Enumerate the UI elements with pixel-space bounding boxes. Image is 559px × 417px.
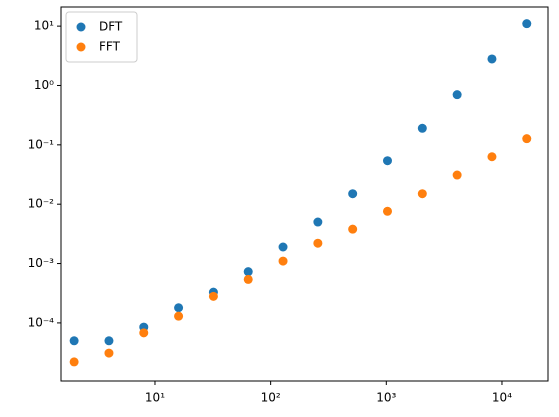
point (69, 357, 79, 367)
legend-marker (76, 42, 86, 52)
y-tick-label: 10⁻³ (28, 256, 55, 270)
point (487, 152, 497, 162)
x-tick-label: 10³ (376, 391, 396, 405)
point (104, 336, 114, 346)
x-tick-label: 10¹ (145, 391, 165, 405)
plot-frame (60, 6, 549, 382)
point (243, 274, 253, 284)
point (313, 238, 323, 248)
y-tick-label: 10⁰ (34, 78, 54, 92)
legend-label: DFT (99, 20, 123, 34)
point (382, 206, 392, 216)
point (208, 291, 218, 301)
point (278, 256, 288, 266)
y-tick-label: 10⁻² (28, 197, 55, 211)
y-tick-label: 10⁻⁴ (28, 315, 55, 329)
y-tick-label: 10⁻¹ (28, 137, 55, 151)
point (522, 134, 532, 144)
point (382, 156, 392, 166)
point (452, 90, 462, 100)
point (417, 189, 427, 199)
legend-label: FFT (99, 40, 121, 54)
point (313, 217, 323, 227)
x-tick-label: 10² (261, 391, 281, 405)
point (487, 54, 497, 64)
point (278, 242, 288, 252)
point (348, 189, 358, 199)
point (174, 311, 184, 321)
point (243, 267, 253, 277)
point (69, 336, 79, 346)
point (174, 303, 184, 313)
point (417, 123, 427, 133)
x-tick-label: 10⁴ (492, 391, 512, 405)
point (348, 224, 358, 234)
point (104, 348, 114, 358)
point (452, 170, 462, 180)
point (522, 19, 532, 29)
point (139, 328, 149, 338)
legend-marker (76, 22, 86, 32)
y-tick-label: 10¹ (34, 19, 54, 33)
